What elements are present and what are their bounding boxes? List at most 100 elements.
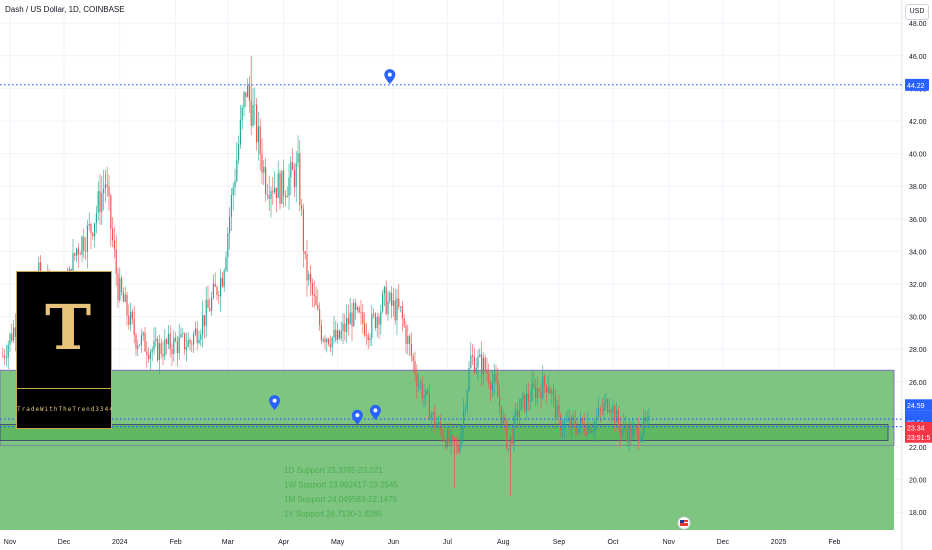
candle-body (304, 251, 306, 255)
candle (315, 286, 317, 306)
candle-body (418, 383, 420, 387)
candle (400, 305, 402, 313)
candle (612, 399, 614, 420)
logo-divider (17, 388, 111, 389)
candle (527, 382, 529, 411)
candle-body (211, 297, 213, 311)
candle-body (472, 355, 474, 357)
candle-body (614, 405, 616, 423)
candle (392, 287, 394, 317)
candle (364, 312, 366, 338)
candle-body (648, 415, 650, 418)
candle-body (383, 286, 385, 294)
candle (103, 169, 105, 211)
candle (158, 334, 160, 374)
candle-body (320, 325, 322, 341)
candle (92, 231, 94, 240)
candle (88, 212, 90, 231)
candle (137, 339, 139, 357)
candle-body (99, 191, 101, 212)
candle (266, 183, 268, 200)
candle (106, 166, 108, 198)
candle (423, 383, 425, 408)
candle (414, 351, 416, 383)
candle (322, 336, 324, 343)
candle-body (574, 420, 576, 429)
candle-body (428, 393, 430, 420)
candle (81, 235, 83, 262)
candle (257, 111, 259, 161)
candle-body (515, 409, 517, 416)
candle-body (2, 355, 4, 357)
candle-body (374, 313, 376, 328)
candle (328, 337, 330, 347)
candle-body (266, 193, 268, 195)
candle-body (610, 409, 612, 414)
candle (346, 304, 348, 343)
candle (252, 88, 254, 128)
candle (416, 364, 418, 400)
x-tick-label: Jul (443, 539, 452, 546)
x-tick-label: May (331, 539, 345, 546)
candle-body (616, 409, 618, 423)
candle (214, 272, 216, 288)
candle (432, 411, 434, 418)
candle (198, 330, 200, 345)
candle (142, 331, 144, 342)
candle-body (279, 173, 281, 204)
candle (279, 169, 281, 210)
candle-body (351, 312, 353, 327)
candle-body (542, 376, 544, 399)
candle (77, 243, 79, 269)
candle (549, 385, 551, 394)
candle-body (166, 339, 168, 345)
candle (275, 187, 277, 213)
candle-body (85, 250, 87, 252)
candle (97, 181, 99, 221)
candle (427, 387, 429, 396)
candle-body (202, 315, 204, 335)
candle (401, 301, 403, 332)
candle (338, 329, 340, 341)
candle (468, 360, 470, 394)
candle (553, 384, 555, 408)
candle-body (427, 389, 429, 394)
candle-body (360, 312, 362, 313)
candle-body (527, 393, 529, 402)
price-tag: 23.34 (905, 421, 932, 433)
candle (173, 330, 175, 362)
candle (121, 275, 123, 296)
candle-body (176, 341, 178, 354)
candle (529, 390, 531, 411)
candle-body (130, 311, 132, 325)
level-tag-bg (905, 78, 929, 91)
candle (155, 327, 157, 347)
candle (166, 337, 168, 355)
candle-body (274, 187, 276, 193)
candle-body (238, 144, 240, 160)
candle-body (187, 339, 189, 347)
candle-body (212, 283, 214, 298)
candle-body (581, 418, 583, 424)
candle (437, 416, 439, 429)
candle (175, 332, 177, 343)
candle-body (544, 376, 546, 386)
candle-body (209, 308, 211, 311)
candle (461, 423, 463, 449)
candle (7, 340, 9, 370)
candle-body (450, 435, 452, 444)
candle (587, 412, 589, 439)
currency-button[interactable]: USD (905, 4, 929, 20)
y-tick-label: 34.00 (909, 249, 927, 256)
candle-body (634, 426, 636, 429)
x-tick-label: Dec (717, 539, 730, 546)
candle-body (139, 344, 141, 346)
candle (356, 305, 358, 314)
candle-body (261, 154, 263, 173)
candle-body (522, 394, 524, 399)
candle-body (277, 173, 279, 198)
candle (625, 416, 627, 441)
candle-body (203, 315, 205, 326)
candle-body (90, 224, 92, 234)
